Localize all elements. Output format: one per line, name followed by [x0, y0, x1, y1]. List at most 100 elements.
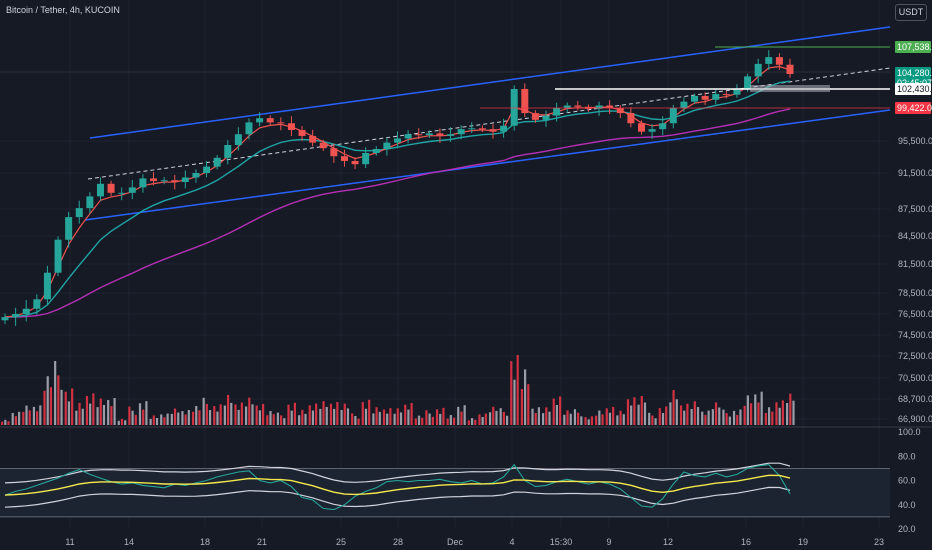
volume-bar	[542, 413, 545, 425]
volume-bar	[202, 397, 205, 425]
candle-body	[701, 95, 709, 100]
volume-bar	[701, 411, 704, 425]
volume-bar	[290, 410, 293, 425]
candle-body	[521, 89, 529, 114]
volume-bar	[643, 402, 647, 425]
y-tick-label: 76,500.0	[898, 309, 932, 319]
candle-body	[733, 89, 741, 95]
volume-bar	[386, 413, 389, 425]
x-tick-label: Dec	[447, 537, 464, 547]
volume-bar	[428, 413, 431, 425]
volume-bar	[102, 404, 106, 425]
price-tag-label: 107,538.2	[897, 42, 932, 52]
volume-bar	[718, 407, 721, 425]
candle-body	[75, 208, 83, 218]
volume-bar	[669, 402, 672, 425]
volume-bar	[336, 402, 339, 425]
volume-bar	[630, 405, 633, 425]
volume-bar	[661, 413, 665, 425]
volume-bar	[364, 408, 368, 425]
candle-body	[118, 192, 126, 194]
volume-bar	[343, 403, 346, 425]
volume-bar	[293, 402, 297, 425]
volume-bar	[637, 404, 640, 425]
x-tick-label: 14	[124, 537, 134, 547]
volume-bar	[315, 403, 318, 425]
volume-bar	[219, 404, 222, 425]
volume-bar	[537, 407, 541, 425]
price-tag-support	[895, 83, 931, 95]
volume-bar	[523, 369, 527, 425]
volume-bar	[771, 411, 774, 425]
candle-body	[425, 133, 433, 136]
volume-bar	[22, 411, 25, 425]
volume-bar	[470, 418, 474, 425]
candle-body	[712, 94, 720, 100]
volume-bar	[213, 406, 216, 425]
volume-bar	[372, 413, 375, 425]
volume-bar	[251, 404, 254, 425]
candle-body	[171, 180, 179, 182]
y-tick-label: 72,500.0	[898, 351, 932, 361]
volume-bar	[442, 407, 445, 425]
volume-bar	[616, 415, 619, 425]
volume-bar	[340, 410, 343, 425]
candle-body	[1, 317, 9, 321]
channel-upper	[89, 26, 891, 139]
volume-bar	[173, 408, 177, 425]
volume-bar	[749, 403, 753, 425]
volume-bar	[39, 405, 42, 425]
price-tag-label: 104,280.1	[897, 68, 932, 78]
y-tick-label: 87,500.0	[898, 204, 932, 214]
candle-body	[669, 108, 677, 124]
volume-bar	[1, 421, 4, 425]
volume-bar	[767, 407, 771, 425]
volume-bar	[707, 410, 710, 425]
volume-bar	[389, 408, 392, 425]
price-tag-support-low	[895, 102, 931, 114]
volume-bar	[244, 406, 248, 425]
volume-bar	[510, 361, 513, 425]
candle-body	[489, 129, 497, 132]
volume-bar	[240, 402, 243, 425]
volume-bar	[612, 406, 615, 425]
y-tick-label: 68,700.0	[898, 394, 932, 404]
rsi-bb-upper	[4, 462, 791, 484]
volume-bar	[739, 409, 742, 425]
volume-bar	[728, 416, 731, 425]
volume-bar	[378, 411, 381, 425]
candle-body	[139, 178, 147, 188]
volume-bar	[149, 418, 152, 425]
volume-bar	[152, 415, 155, 425]
volume-bar	[28, 410, 31, 425]
volume-bar	[555, 404, 559, 425]
volume-bar	[67, 401, 71, 425]
volume-bar	[18, 411, 21, 425]
candle-body	[574, 105, 582, 107]
volume-bar	[361, 402, 364, 425]
volume-bar	[49, 387, 53, 425]
volume-bar	[566, 410, 569, 425]
x-tick-label: 15:30	[550, 537, 573, 547]
candle-body	[500, 125, 508, 132]
candle-body	[150, 178, 158, 182]
volume-bar	[421, 417, 424, 425]
x-tick-label: 28	[393, 537, 403, 547]
x-tick-label: 12	[663, 537, 673, 547]
volume-bar	[488, 412, 492, 425]
volume-bar	[590, 416, 594, 425]
volume-bar	[516, 354, 519, 425]
currency-button[interactable]: USDT	[895, 4, 927, 21]
candle-body	[744, 76, 752, 90]
volume-bar	[354, 416, 357, 425]
volume-bar	[559, 396, 562, 425]
volume-bar	[502, 411, 505, 425]
y-tick-label: 78,500.0	[898, 288, 932, 298]
volume-bar	[134, 414, 137, 425]
volume-bar	[128, 406, 131, 425]
candle-body	[351, 161, 359, 165]
volume-bar	[163, 417, 166, 425]
volume-bar	[580, 416, 583, 425]
volume-bar	[587, 419, 590, 425]
